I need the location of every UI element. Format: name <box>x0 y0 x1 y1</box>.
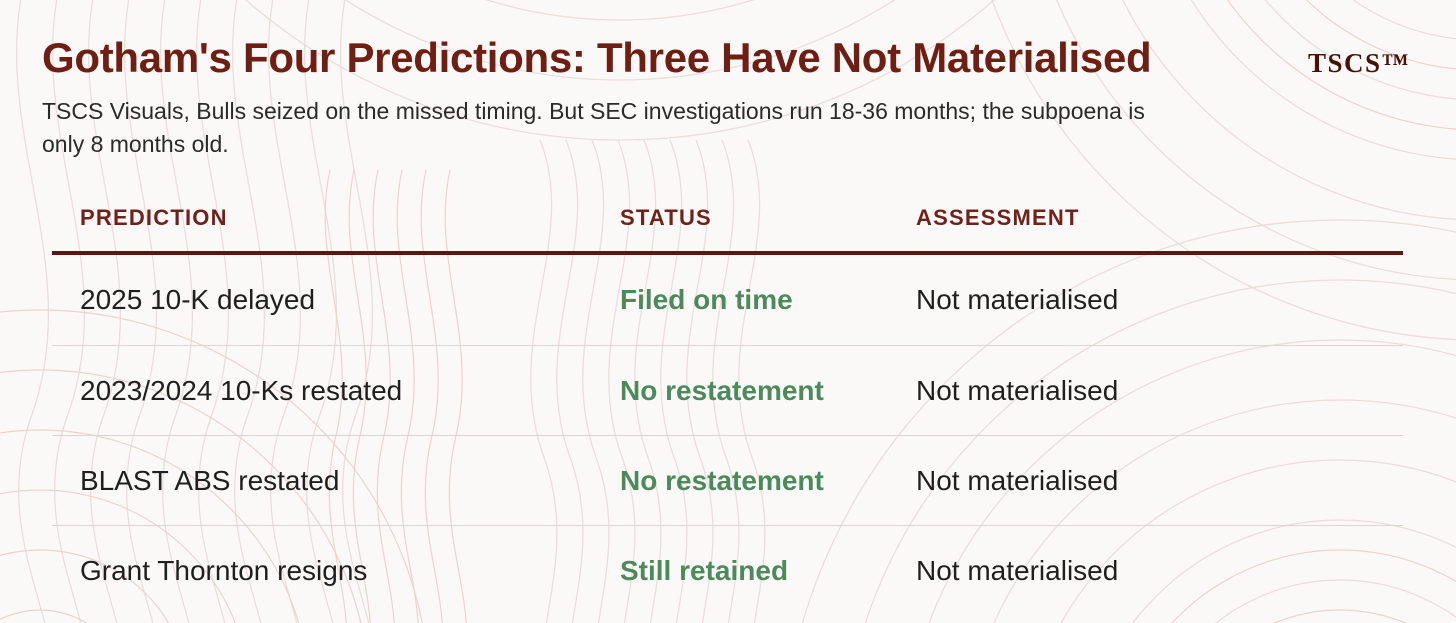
table-row: Grant Thornton resigns Still retained No… <box>52 525 1403 615</box>
cell-assessment: Not materialised <box>916 554 1119 586</box>
brand-logo: TSCS™ <box>1307 48 1410 78</box>
page-subtitle: TSCS Visuals, Bulls seized on the missed… <box>42 98 1145 157</box>
column-header-assessment: ASSESSMENT <box>916 205 1080 230</box>
cell-status: Filed on time <box>620 284 793 315</box>
page-title: Gotham's Four Predictions: Three Have No… <box>42 34 1152 81</box>
predictions-table: PREDICTION STATUS ASSESSMENT 2025 10-K d… <box>52 185 1403 615</box>
cell-prediction: 2023/2024 10-Ks restated <box>80 374 403 406</box>
table-header-row: PREDICTION STATUS ASSESSMENT <box>52 185 1403 255</box>
cell-assessment: Not materialised <box>916 284 1119 315</box>
cell-status: No restatement <box>620 374 824 406</box>
cell-prediction: Grant Thornton resigns <box>80 554 368 586</box>
cell-prediction: 2025 10-K delayed <box>80 284 316 315</box>
cell-assessment: Not materialised <box>916 464 1119 496</box>
cell-status: Still retained <box>620 554 789 586</box>
table-row: BLAST ABS restated No restatement Not ma… <box>52 435 1403 525</box>
column-header-prediction: PREDICTION <box>80 205 228 230</box>
column-header-status: STATUS <box>620 205 712 230</box>
table-row: 2025 10-K delayed Filed on time Not mate… <box>52 255 1403 345</box>
cell-assessment: Not materialised <box>916 374 1119 406</box>
table-row: 2023/2024 10-Ks restated No restatement … <box>52 345 1403 435</box>
cell-prediction: BLAST ABS restated <box>80 464 340 496</box>
cell-status: No restatement <box>620 464 824 496</box>
